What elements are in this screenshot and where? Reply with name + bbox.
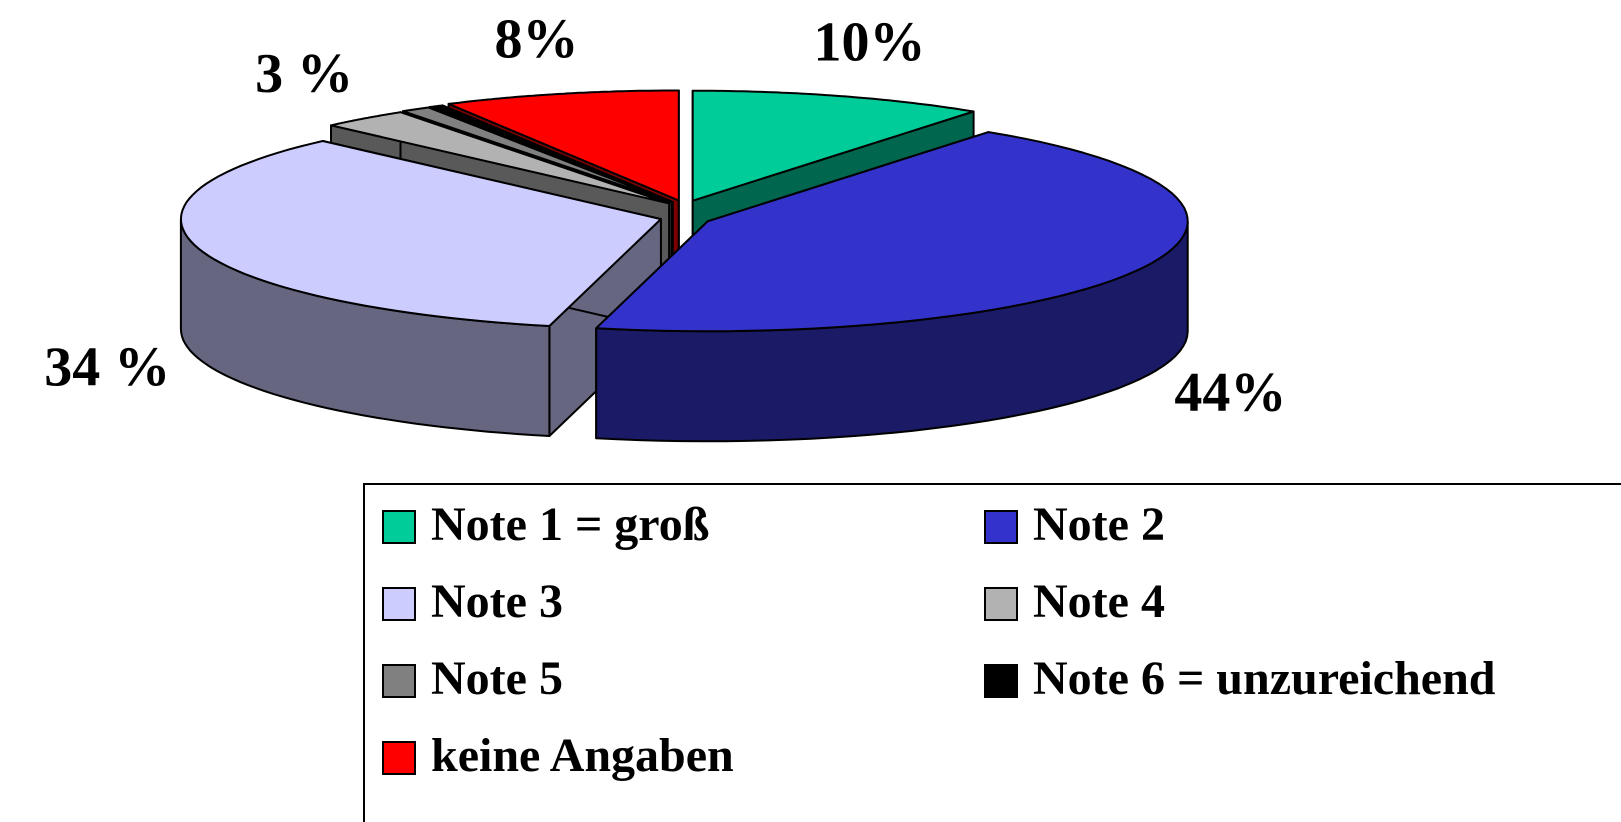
legend-swatch [984,664,1018,698]
slice-top [330,111,671,205]
legend-label: Note 2 [1033,498,1165,551]
slice-top [428,104,674,203]
legend-swatch [984,587,1018,621]
legend-label: Note 1 = groß [431,498,709,551]
data-label: 34 % [44,336,170,398]
slice-top [691,89,975,202]
legend-label: Note 6 = unzureichend [1033,652,1496,705]
slice-top [180,140,662,327]
legend-swatch [382,587,416,621]
legend-swatch [382,510,416,544]
legend-label: Note 4 [1033,575,1165,628]
legend-swatch [984,510,1018,544]
legend-label: keine Angaben [431,729,734,782]
slice-top [595,131,1189,333]
data-label: 44% [1174,362,1286,424]
slice [595,131,1189,443]
legend-label: Note 3 [431,575,563,628]
slice-top [447,89,680,202]
legend-swatch [382,664,416,698]
slice-top [402,106,673,204]
data-label: 8% [495,8,579,70]
data-label: 3 % [255,43,353,105]
legend-swatch [382,741,416,775]
legend-label: Note 5 [431,652,563,705]
data-label: 10% [814,11,926,73]
